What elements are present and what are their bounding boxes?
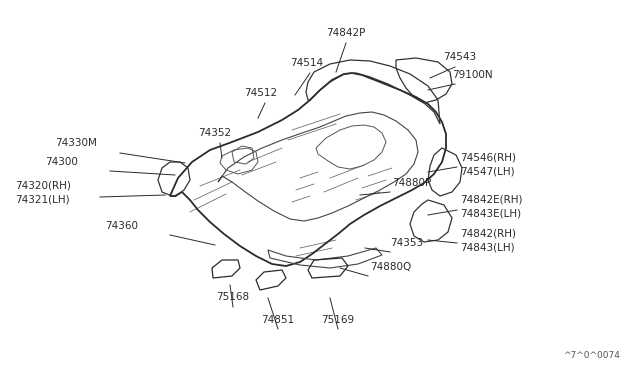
Text: 74300: 74300 xyxy=(45,157,78,167)
Text: 74547(LH): 74547(LH) xyxy=(460,166,515,176)
Text: 79100N: 79100N xyxy=(452,70,493,80)
Text: 74330M: 74330M xyxy=(55,138,97,148)
Text: 74880Q: 74880Q xyxy=(370,262,412,272)
Text: 74843E(LH): 74843E(LH) xyxy=(460,209,521,219)
Text: 74352: 74352 xyxy=(198,128,232,138)
Text: 74512: 74512 xyxy=(244,88,278,98)
Text: 74353: 74353 xyxy=(390,238,423,248)
Text: ^7^0^0074: ^7^0^0074 xyxy=(563,351,620,360)
Text: 74851: 74851 xyxy=(261,315,294,325)
Text: 74543: 74543 xyxy=(443,52,476,62)
Text: 74514: 74514 xyxy=(291,58,324,68)
Text: 74546(RH): 74546(RH) xyxy=(460,152,516,162)
Text: 74880P: 74880P xyxy=(392,178,431,188)
Text: 74320(RH): 74320(RH) xyxy=(15,180,71,190)
Text: 75168: 75168 xyxy=(216,292,250,302)
Text: 74842(RH): 74842(RH) xyxy=(460,228,516,238)
Text: 74321(LH): 74321(LH) xyxy=(15,194,70,204)
Text: 75169: 75169 xyxy=(321,315,355,325)
Text: 74360: 74360 xyxy=(105,221,138,231)
Text: 74843(LH): 74843(LH) xyxy=(460,242,515,252)
Text: 74842E(RH): 74842E(RH) xyxy=(460,195,522,205)
Text: 74842P: 74842P xyxy=(326,28,365,38)
